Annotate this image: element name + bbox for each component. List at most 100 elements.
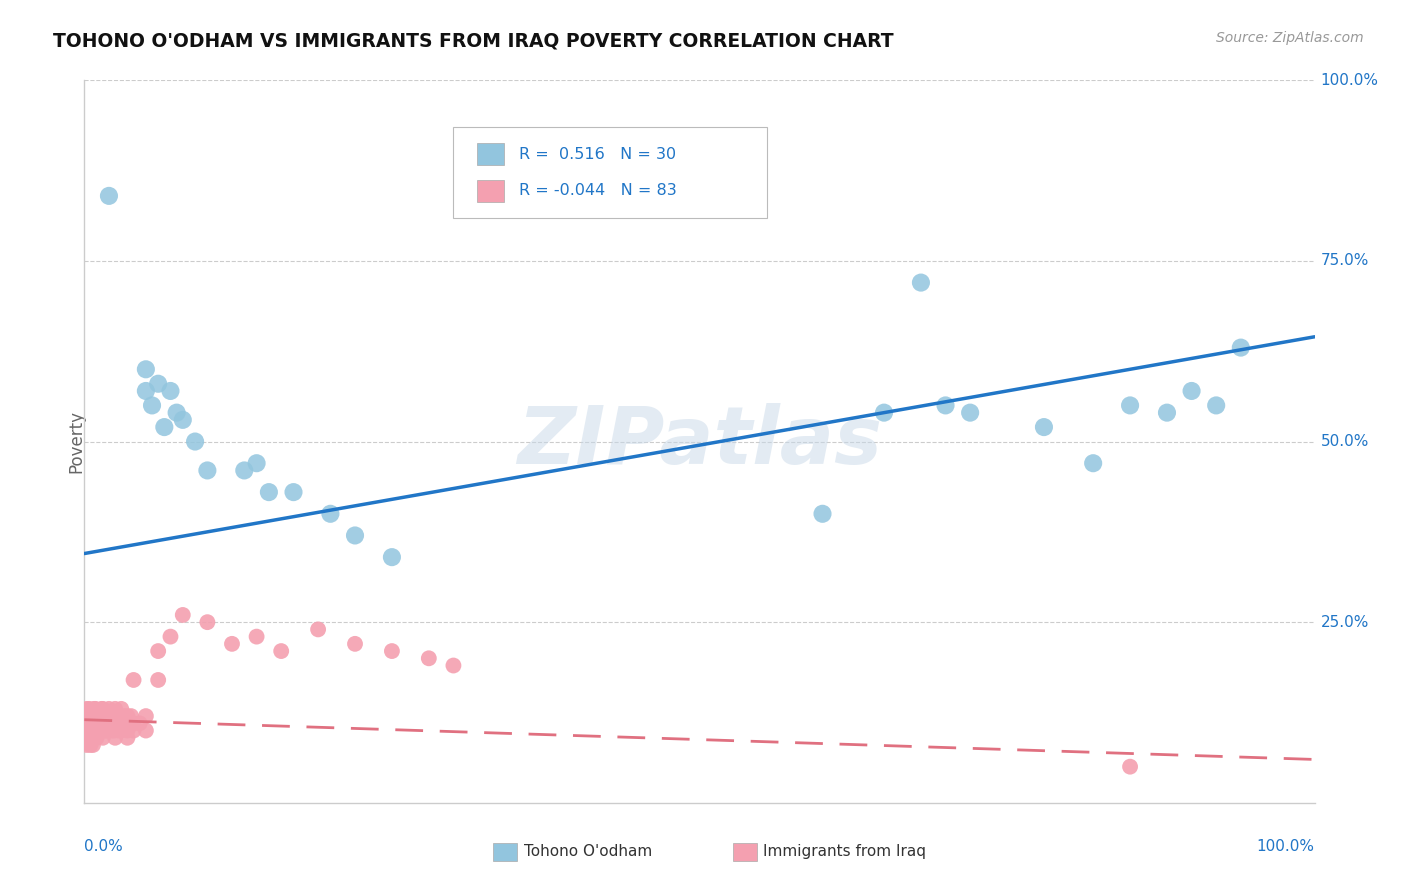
Text: 50.0%: 50.0% — [1320, 434, 1369, 449]
Point — [80, 709, 103, 723]
Point — [135, 384, 157, 398]
Point — [418, 651, 440, 665]
Text: 25.0%: 25.0% — [1320, 615, 1369, 630]
Point — [87, 723, 110, 738]
Text: 100.0%: 100.0% — [1257, 838, 1315, 854]
Point — [135, 709, 157, 723]
Text: TOHONO O'ODHAM VS IMMIGRANTS FROM IRAQ POVERTY CORRELATION CHART: TOHONO O'ODHAM VS IMMIGRANTS FROM IRAQ P… — [53, 31, 894, 50]
Point — [77, 709, 100, 723]
Point — [153, 420, 176, 434]
Point — [96, 709, 118, 723]
Point — [100, 709, 122, 723]
Point — [108, 716, 131, 731]
Point — [83, 723, 105, 738]
Text: 75.0%: 75.0% — [1320, 253, 1369, 268]
Point — [122, 716, 145, 731]
Point — [122, 723, 145, 738]
Point — [82, 738, 104, 752]
Point — [86, 731, 108, 745]
Point — [135, 362, 157, 376]
Point — [98, 716, 120, 731]
Point — [381, 644, 404, 658]
Point — [104, 702, 127, 716]
FancyBboxPatch shape — [494, 843, 517, 862]
Point — [96, 723, 118, 738]
FancyBboxPatch shape — [477, 180, 503, 202]
Point — [84, 702, 107, 716]
Point — [172, 413, 194, 427]
Point — [246, 630, 269, 644]
Point — [75, 709, 97, 723]
Point — [935, 398, 957, 412]
Point — [104, 709, 127, 723]
Point — [128, 716, 150, 731]
Text: 100.0%: 100.0% — [1320, 73, 1379, 87]
Point — [80, 731, 103, 745]
Point — [257, 485, 280, 500]
Point — [1119, 760, 1142, 774]
Point — [77, 731, 100, 745]
Point — [117, 709, 139, 723]
Point — [90, 702, 112, 716]
Point — [84, 709, 107, 723]
Text: Immigrants from Iraq: Immigrants from Iraq — [763, 845, 927, 859]
Point — [79, 716, 101, 731]
Point — [221, 637, 243, 651]
Point — [344, 528, 367, 542]
Text: R =  0.516   N = 30: R = 0.516 N = 30 — [519, 146, 676, 161]
Point — [97, 709, 120, 723]
Point — [105, 709, 128, 723]
Point — [76, 738, 98, 752]
Point — [117, 731, 139, 745]
Point — [77, 723, 100, 738]
Point — [82, 716, 104, 731]
Point — [307, 623, 329, 637]
Point — [98, 716, 120, 731]
Point — [172, 607, 194, 622]
Point — [959, 406, 981, 420]
Point — [86, 716, 108, 731]
Point — [141, 398, 163, 412]
Point — [1033, 420, 1056, 434]
Point — [120, 709, 142, 723]
Text: R = -0.044   N = 83: R = -0.044 N = 83 — [519, 183, 676, 198]
FancyBboxPatch shape — [454, 128, 768, 218]
Point — [283, 485, 305, 500]
Point — [79, 709, 101, 723]
Point — [148, 644, 170, 658]
Point — [443, 658, 465, 673]
Point — [91, 731, 114, 745]
Point — [108, 723, 131, 738]
Point — [83, 723, 105, 738]
Point — [319, 507, 342, 521]
Point — [96, 716, 118, 731]
Point — [103, 723, 125, 738]
Text: Source: ZipAtlas.com: Source: ZipAtlas.com — [1216, 31, 1364, 45]
Point — [117, 723, 139, 738]
Point — [87, 709, 111, 723]
Point — [159, 384, 181, 398]
Point — [1205, 398, 1227, 412]
Point — [104, 731, 127, 745]
Point — [94, 723, 117, 738]
Point — [166, 406, 188, 420]
Point — [100, 723, 122, 738]
Text: 0.0%: 0.0% — [84, 838, 124, 854]
Point — [184, 434, 207, 449]
Point — [87, 709, 111, 723]
Point — [112, 709, 135, 723]
Y-axis label: Poverty: Poverty — [67, 410, 84, 473]
Point — [82, 709, 104, 723]
Point — [89, 723, 111, 738]
Point — [86, 716, 108, 731]
Point — [79, 702, 101, 716]
Point — [1083, 456, 1105, 470]
Point — [93, 709, 115, 723]
Point — [135, 723, 157, 738]
Point — [381, 550, 404, 565]
Text: Tohono O'odham: Tohono O'odham — [523, 845, 652, 859]
Point — [76, 702, 98, 716]
Point — [811, 507, 834, 521]
Point — [79, 723, 101, 738]
Point — [80, 716, 103, 731]
